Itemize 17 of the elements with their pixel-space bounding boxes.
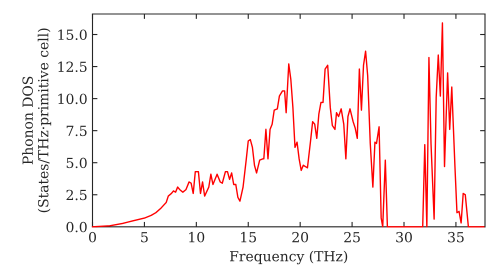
y-tick-label: 10.0 [58, 94, 87, 104]
x-tick-label: 20 [292, 232, 308, 242]
y-tick-label: 2.5 [66, 190, 87, 200]
y-tick-label: 5.0 [66, 158, 87, 168]
x-tick-label: 5 [141, 232, 148, 242]
y-tick-label: 15.0 [58, 29, 87, 40]
y-tick-label: 7.5 [66, 126, 87, 136]
y-tick-label: 0.0 [66, 222, 87, 232]
x-tick-label: 15 [241, 232, 256, 242]
y-tick-label: 12.5 [58, 62, 87, 72]
x-axis-title: Frequency (THz) [230, 250, 348, 264]
x-tick-label: 35 [448, 232, 464, 242]
x-tick-label: 0 [88, 232, 96, 242]
y-axis-title: Phonon DOS (States/THz·primitive cell) [22, 28, 52, 212]
x-tick-label: 25 [344, 232, 360, 242]
x-tick-label: 10 [189, 232, 204, 242]
x-tick-label: 30 [396, 232, 412, 242]
